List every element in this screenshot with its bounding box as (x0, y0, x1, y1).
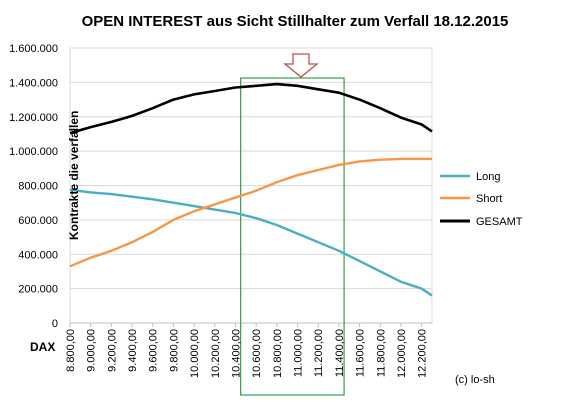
legend-label-long: Long (476, 171, 500, 183)
x-tick-label: 9.800,00 (168, 329, 180, 372)
x-tick-label: 9.200,00 (106, 329, 118, 372)
y-tick-label: 1.000.000 (9, 146, 58, 158)
gridlines (69, 47, 433, 324)
highlight-group (240, 53, 345, 396)
y-tick-label: 200.000 (18, 284, 58, 296)
highlight-box (240, 77, 345, 396)
down-arrow-icon (283, 53, 319, 78)
y-axis-ticks: 0 200.000 400.000 600.000 800.000 1.000.000 1.… (9, 43, 58, 330)
x-tick-label: 10.600,00 (251, 329, 263, 378)
x-tick-label: 11.400,00 (334, 329, 346, 377)
chart-title: OPEN INTEREST aus Sicht Stillhalter zum … (82, 13, 509, 30)
x-tick-label: 10.400,00 (230, 329, 242, 378)
y-axis-label: Kontrakte die verfallen (67, 111, 81, 240)
y-tick-label: 1.200.000 (9, 112, 58, 124)
x-tick-label: 11.800,00 (375, 329, 387, 377)
y-tick-label: 800.000 (18, 181, 58, 193)
x-tick-label: 9.000,00 (86, 329, 98, 372)
x-tick-label: 11.600,00 (355, 329, 367, 377)
x-tick-label: 12.200,00 (417, 329, 429, 378)
credit-text: (c) lo-sh (455, 374, 495, 386)
x-axis-ticks: 8.800,00 9.000,00 9.200,00 9.400,00 9.600,00… (65, 323, 429, 378)
x-tick-label: 10.000,00 (189, 329, 201, 378)
series-line-long (69, 188, 433, 297)
x-tick-label: 11.200,00 (313, 329, 325, 377)
series-line-gesamt (69, 82, 433, 135)
series-group (69, 82, 433, 297)
legend-label-gesamt: GESAMT (476, 216, 523, 228)
legend: Long Short GESAMT (440, 171, 523, 228)
x-tick-label: 10.200,00 (210, 329, 222, 378)
x-tick-label: 12.000,00 (396, 329, 408, 378)
legend-label-short: Short (476, 193, 502, 205)
x-tick-label: 9.400,00 (127, 329, 139, 372)
x-tick-label: 10.800,00 (272, 329, 284, 378)
x-tick-label: 11.000,00 (293, 329, 305, 377)
x-tick-label: 9.600,00 (148, 329, 160, 372)
x-axis-label: DAX (30, 340, 55, 354)
y-tick-label: 0 (52, 318, 58, 330)
y-tick-label: 400.000 (18, 249, 58, 261)
y-tick-label: 600.000 (18, 215, 58, 227)
y-tick-label: 1.400.000 (9, 77, 58, 89)
series-line-short (69, 157, 432, 268)
x-tick-label: 8.800,00 (65, 329, 77, 372)
y-tick-label: 1.600.000 (9, 43, 58, 55)
